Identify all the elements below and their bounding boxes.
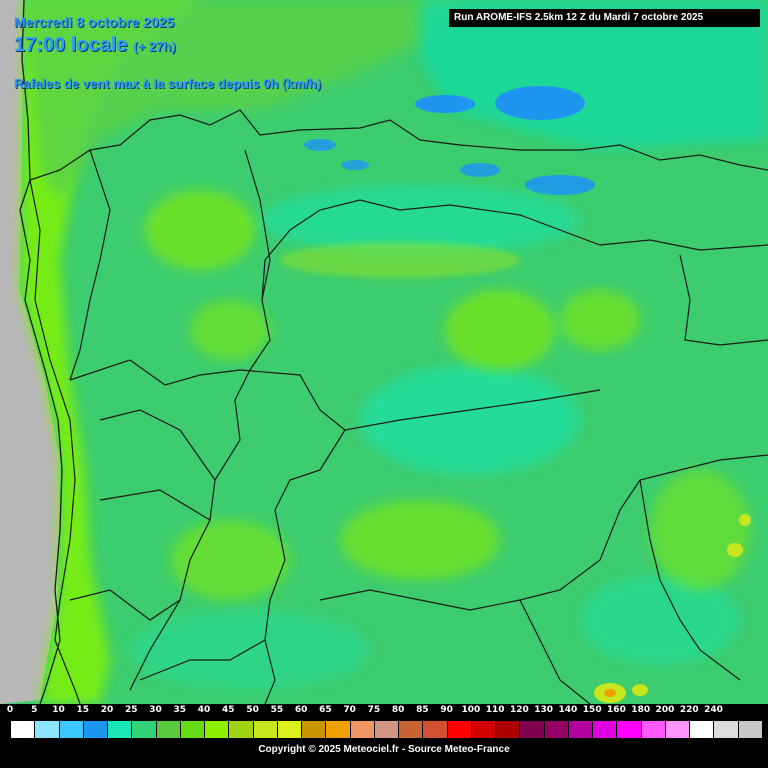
legend-swatch: [519, 720, 545, 739]
legend-swatch: [373, 720, 400, 739]
legend-swatch: [204, 720, 230, 739]
region-boundaries: [29, 109, 768, 705]
legend-tick-label: 15: [76, 705, 90, 715]
legend-tick-label: 70: [343, 705, 356, 715]
legend-swatch: [58, 720, 84, 739]
local-time: 17:00 locale: [14, 34, 128, 56]
strong-gust-area: [560, 290, 640, 350]
run-info: Run AROME-IFS 2.5km 12 Z du Mardi 7 octo…: [449, 9, 760, 27]
low-gust-patch: [525, 175, 595, 195]
copyright-notice: Copyright © 2025 Meteociel.fr - Source M…: [258, 744, 510, 755]
legend-swatch: [422, 720, 448, 739]
legend-tick-label: 130: [534, 705, 554, 715]
peak-gust-spot: [739, 514, 751, 526]
strong-gust-area: [650, 470, 750, 590]
lead-time: (+ 27h): [133, 39, 176, 54]
legend-swatch: [713, 720, 739, 739]
legend-swatch: [689, 720, 715, 739]
legend-swatch: [131, 720, 157, 739]
legend-swatch: [82, 720, 109, 739]
legend-tick-label: 180: [631, 705, 651, 715]
legend-tick-label: 30: [149, 705, 162, 715]
legend-tick-label: 150: [582, 705, 602, 715]
legend-swatch: [34, 720, 60, 739]
legend-swatch: [276, 720, 303, 739]
legend-tick-label: 75: [367, 705, 381, 715]
strong-gust-area: [190, 300, 270, 360]
legend-swatch: [301, 720, 327, 739]
legend-swatch: [228, 720, 254, 739]
moderate-gust-area: [260, 185, 580, 255]
legend-tick-label: 5: [31, 705, 38, 715]
legend-swatch: [325, 720, 351, 739]
legend-tick-label: 25: [125, 705, 138, 715]
forecast-date: Mercredi 8 octobre 2025: [14, 14, 175, 30]
legend-tick-label: 40: [197, 705, 211, 715]
legend-swatch: [398, 720, 424, 739]
northern-sea-gust-zone: [24, 0, 460, 200]
low-gust-patch: [460, 163, 500, 177]
legend-tick-label: 100: [461, 705, 481, 715]
legend-swatch: [664, 720, 691, 739]
legend-swatch: [592, 720, 618, 739]
legend-tick-label: 80: [391, 705, 405, 715]
legend-tick-label: 85: [416, 705, 429, 715]
strong-gust-area: [170, 520, 290, 600]
legend-tick-label: 10: [52, 705, 65, 715]
legend-swatch: [640, 720, 666, 739]
legend-tick-label: 35: [173, 705, 187, 715]
legend-swatch: [349, 720, 375, 739]
low-gust-patch: [495, 86, 585, 120]
legend-swatch: [567, 720, 594, 739]
legend-tick-label: 20: [100, 705, 114, 715]
legend-tick-label: 0: [6, 705, 14, 715]
legend-tick-label: 240: [704, 705, 723, 715]
legend-tick-label: 55: [270, 705, 284, 715]
legend-swatch: [616, 720, 642, 739]
legend-tick-label: 140: [558, 705, 578, 715]
legend-swatch: [543, 720, 569, 739]
legend-tick-label: 50: [246, 705, 259, 715]
legend-swatch: [10, 720, 36, 739]
legend-swatch: [107, 720, 133, 739]
legend-tick-label: 160: [607, 705, 626, 715]
color-scale-legend: 0 5 10 15 20 25 30 35 40 45 50 55 60 65 70 75 80 85 90 100 1…: [0, 704, 768, 768]
strong-gust-area: [445, 290, 555, 370]
forecast-time: 17:00 locale (+ 27h): [14, 34, 176, 57]
legend-tick-label: 110: [485, 705, 505, 715]
legend-swatch: [252, 720, 278, 739]
legend-tick-label: 45: [222, 705, 235, 715]
legend-swatch: [179, 720, 206, 739]
moderate-gust-area: [360, 365, 580, 475]
strong-gust-area: [280, 242, 520, 278]
low-gust-patch: [304, 139, 336, 151]
ocean-area: [0, 0, 60, 704]
low-gust-patch: [415, 95, 475, 113]
peak-gust-spot: [632, 684, 648, 696]
low-gust-patch: [341, 160, 369, 170]
legend-tick-label: 120: [510, 705, 529, 715]
coastline: [19, 0, 63, 705]
variable-title: Rafales de vent max à la surface depuis …: [14, 76, 322, 91]
legend-tick-label: 60: [294, 705, 308, 715]
legend-swatch: [446, 720, 472, 739]
legend-swatch: [470, 720, 497, 739]
legend-tick-label: 65: [319, 705, 332, 715]
peak-gust-spot: [604, 689, 616, 697]
peak-gust-spot: [727, 543, 743, 557]
strong-gust-area: [145, 190, 255, 270]
legend-tick-label: 90: [440, 705, 453, 715]
moderate-gust-area: [580, 575, 740, 665]
legend-swatch: [155, 720, 181, 739]
legend-tick-label: 220: [679, 705, 699, 715]
legend-tick-label: 200: [655, 705, 675, 715]
strong-gust-area: [340, 500, 500, 580]
legend-swatch: [495, 720, 521, 739]
legend-swatch: [737, 720, 763, 739]
moderate-gust-area: [130, 610, 370, 690]
